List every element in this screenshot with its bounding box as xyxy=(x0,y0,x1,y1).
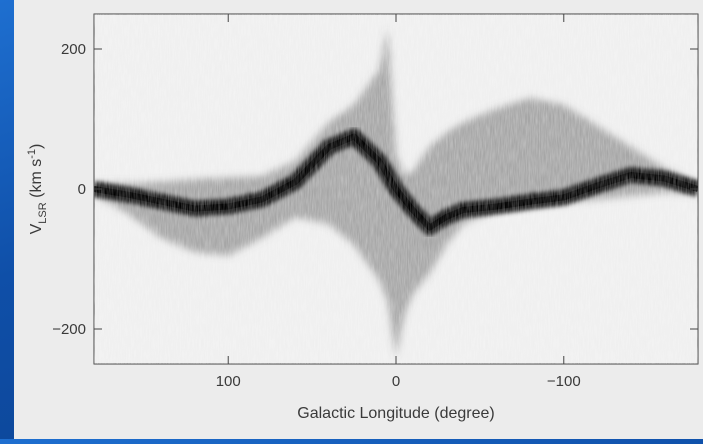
x-tick-label: 100 xyxy=(216,373,241,390)
y-tick-label: 0 xyxy=(78,181,86,198)
pv-diagram: 100 0 −100 200 0 −200 Galactic Longitude (deg… xyxy=(26,13,699,422)
y-axis-label: VLSR (km s-1) xyxy=(26,144,49,235)
chart-panel: 100 0 −100 200 0 −200 Galactic Longitude (deg… xyxy=(14,0,703,439)
y-axis-label-units-sup: -1 xyxy=(26,149,38,159)
emission-layer xyxy=(94,14,698,364)
y-axis-label-units-close: ) xyxy=(28,144,45,149)
x-tick-label: 0 xyxy=(392,373,400,390)
x-axis-label: Galactic Longitude (degree) xyxy=(297,405,494,422)
y-axis-label-units: (km s xyxy=(28,159,45,203)
x-tick-label: −100 xyxy=(547,373,581,390)
y-axis-label-main: V xyxy=(28,223,45,234)
texture-overlay xyxy=(94,14,698,364)
axes: 100 0 −100 200 0 −200 xyxy=(52,14,698,390)
y-tick-label: −200 xyxy=(52,321,86,338)
y-tick-label: 200 xyxy=(61,41,86,58)
y-axis-label-sub: LSR xyxy=(37,202,49,223)
